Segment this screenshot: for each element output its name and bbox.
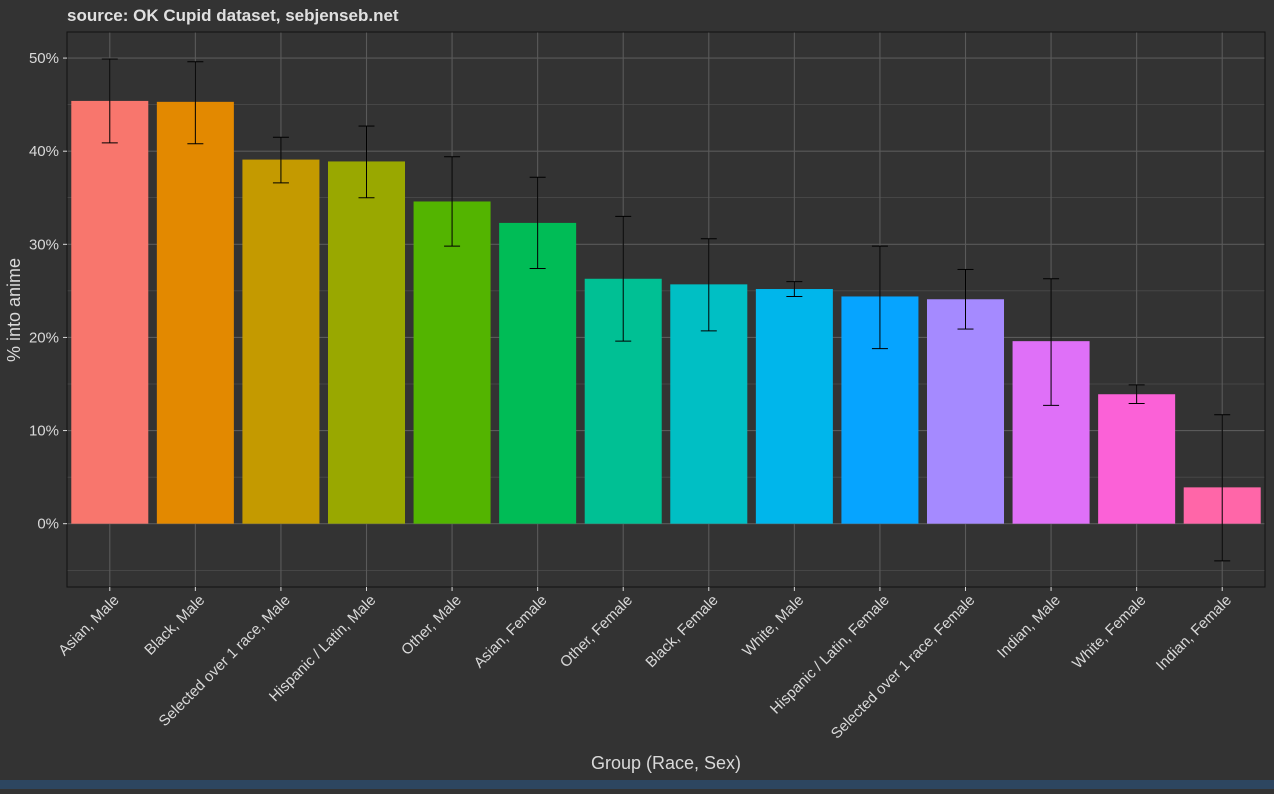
y-tick-label: 30% — [29, 236, 59, 253]
bar — [755, 289, 833, 524]
chart-title: source: OK Cupid dataset, sebjenseb.net — [67, 6, 399, 25]
y-tick-label: 20% — [29, 329, 59, 346]
bar — [327, 161, 406, 524]
y-tick-label: 40% — [29, 143, 59, 160]
y-tick-label: 10% — [29, 423, 59, 440]
bar — [413, 201, 491, 524]
plot-border — [66, 31, 1266, 588]
bar — [1098, 394, 1176, 524]
bar — [242, 159, 320, 524]
bar — [499, 222, 577, 524]
y-tick-label: 0% — [37, 516, 59, 533]
bar — [926, 299, 1005, 524]
y-axis-label: % into anime — [4, 258, 24, 362]
bar — [71, 100, 149, 524]
window-bottom-strip — [0, 780, 1274, 789]
x-axis-label: Group (Race, Sex) — [591, 753, 741, 773]
bar — [156, 101, 234, 524]
y-axis-ticks: 0% 10% 20% 30% 40% 50% — [29, 50, 67, 533]
error-bars — [101, 58, 1231, 562]
y-tick-label: 50% — [29, 50, 59, 67]
